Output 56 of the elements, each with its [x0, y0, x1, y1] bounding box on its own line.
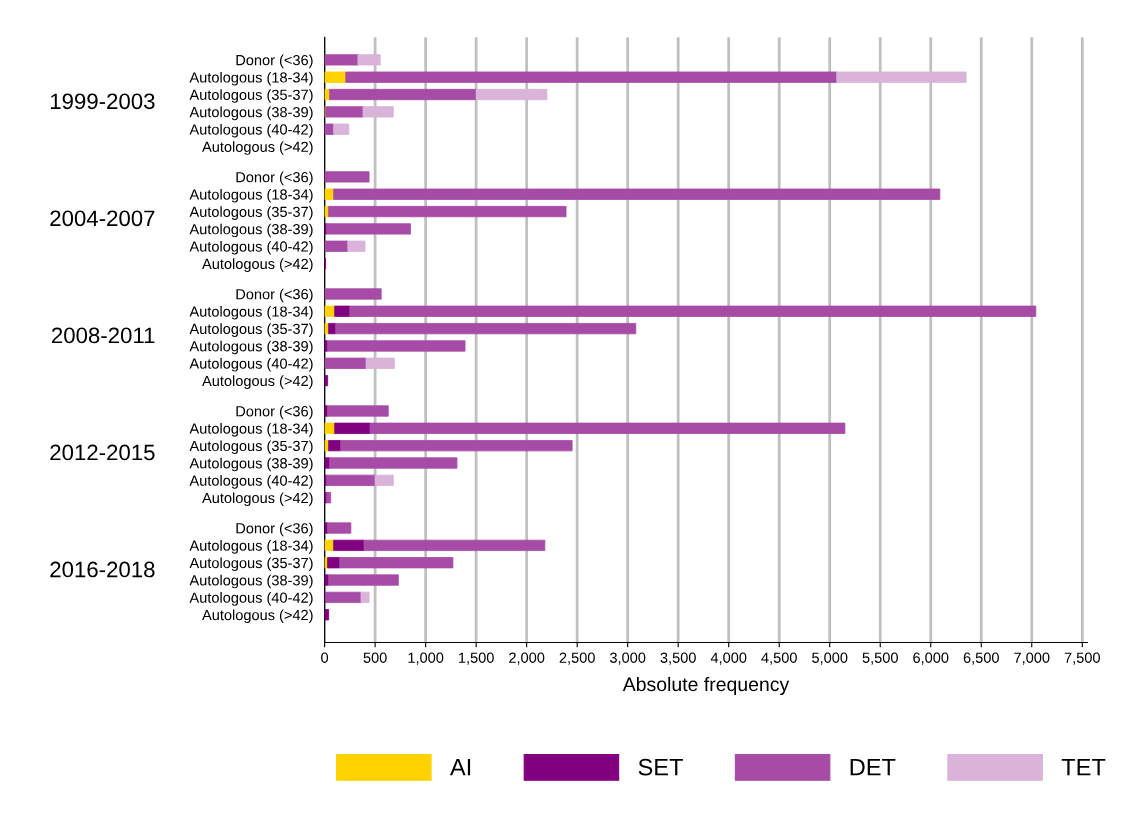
- y-tick-label: Autologous (>42): [202, 492, 313, 506]
- x-tick-label: 5,500: [862, 652, 898, 665]
- y-tick-label: Autologous (18-34): [189, 188, 313, 203]
- y-tick-label: Autologous (40-42): [189, 358, 313, 372]
- y-tick-label: Autologous (>42): [202, 609, 313, 624]
- x-tick-label: 2,000: [509, 652, 545, 665]
- y-tick-label: Autologous (>42): [202, 375, 313, 389]
- y-tick-label: Autologous (35-37): [189, 323, 313, 337]
- y-tick-label: Autologous (35-37): [189, 89, 313, 103]
- x-tick-label: 3,500: [660, 652, 696, 665]
- y-tick-label: Autologous (35-37): [189, 206, 313, 220]
- text: 2008-2011: [51, 327, 155, 344]
- y-tick-label: Autologous (38-39): [189, 340, 313, 355]
- legend-label: TET: [1061, 759, 1106, 776]
- x-tick-label: 1,000: [408, 652, 444, 665]
- x-tick-label: 4,500: [761, 652, 797, 665]
- text: 2004-2007: [50, 210, 155, 227]
- y-tick-label: Autologous (18-34): [189, 305, 313, 320]
- x-tick-label: 2,500: [559, 652, 595, 665]
- text: 2016-2018: [50, 561, 155, 578]
- legend-label: SET: [638, 758, 683, 776]
- y-tick-label: Autologous (40-42): [189, 240, 313, 255]
- y-tick-label: Autologous (40-42): [189, 475, 313, 489]
- y-tick-label: Donor (<36): [236, 522, 313, 537]
- x-axis-title: Absolute frequency: [622, 676, 790, 696]
- x-tick-label: 7,000: [1014, 652, 1050, 665]
- y-tick-label: Autologous (38-39): [189, 457, 313, 472]
- legend-label: AI: [450, 759, 471, 776]
- x-tick-label: 7,500: [1064, 652, 1100, 665]
- y-tick-label: Autologous (18-34): [189, 71, 313, 86]
- y-tick-label: Donor (<36): [236, 288, 313, 303]
- x-tick-label: 500: [363, 652, 387, 663]
- x-tick-label: 1,500: [459, 652, 494, 665]
- y-tick-label: Autologous (38-39): [189, 223, 313, 238]
- y-tick-label: Autologous (18-34): [189, 540, 313, 554]
- y-tick-label: Autologous (40-42): [189, 592, 313, 606]
- y-tick-label: Autologous (38-39): [189, 106, 313, 121]
- y-tick-label: Autologous (>42): [202, 141, 313, 155]
- legend-label: DET: [850, 759, 896, 776]
- y-tick-label: Autologous (>42): [202, 258, 313, 272]
- x-tick-label: 4,000: [710, 652, 747, 665]
- y-tick-label: Autologous (18-34): [189, 423, 313, 437]
- y-tick-label: Donor (<36): [236, 54, 313, 69]
- y-tick-label: Autologous (35-37): [189, 557, 313, 572]
- y-tick-label: Donor (<36): [236, 405, 313, 420]
- text: 2012-2015: [50, 444, 155, 461]
- x-tick-label: 3,000: [609, 652, 646, 665]
- x-tick-label: 0: [321, 652, 329, 663]
- x-tick-label: 5,000: [812, 652, 848, 665]
- x-tick-label: 6,000: [913, 652, 949, 665]
- x-tick-label: 6,500: [963, 652, 999, 665]
- text: 1999-2003: [50, 93, 155, 110]
- y-tick-label: Donor (<36): [236, 171, 313, 186]
- y-tick-label: Autologous (38-39): [189, 574, 313, 589]
- y-tick-label: Autologous (40-42): [189, 123, 313, 138]
- y-tick-label: Autologous (35-37): [189, 440, 313, 454]
